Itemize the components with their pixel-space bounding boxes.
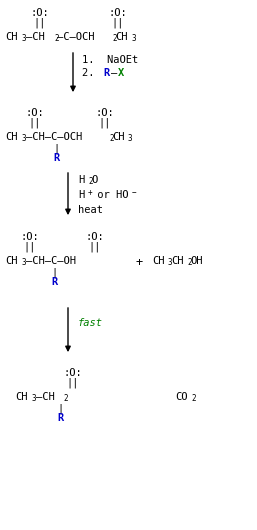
Text: R: R [103, 68, 109, 78]
Text: ||: || [112, 18, 124, 29]
Text: +: + [135, 256, 142, 269]
Text: —C—OCH: —C—OCH [57, 32, 95, 42]
Text: :O:: :O: [96, 108, 114, 118]
Text: :O:: :O: [26, 108, 44, 118]
Text: CH: CH [152, 256, 164, 266]
Text: ||: || [34, 18, 46, 29]
Text: –: – [111, 68, 117, 78]
Text: :O:: :O: [86, 232, 104, 242]
Text: ||: || [29, 118, 41, 128]
Text: —CH—C—OH: —CH—C—OH [26, 256, 76, 266]
Text: 2: 2 [63, 394, 68, 403]
Text: X: X [118, 68, 124, 78]
Text: —CH—C—OCH: —CH—C—OCH [26, 132, 82, 142]
Text: :O:: :O: [64, 368, 82, 378]
Text: CH: CH [15, 392, 27, 402]
Text: ||: || [99, 118, 111, 128]
Text: 2: 2 [109, 134, 114, 143]
Text: O: O [91, 175, 97, 185]
Text: OH: OH [190, 256, 203, 266]
Text: 3: 3 [21, 34, 26, 43]
Text: :O:: :O: [21, 232, 39, 242]
Text: CH: CH [115, 32, 127, 42]
Text: CO: CO [175, 392, 188, 402]
Text: ||: || [24, 242, 36, 252]
Text: —CH: —CH [36, 392, 55, 402]
Text: 3: 3 [168, 258, 173, 267]
Text: 2: 2 [191, 394, 196, 403]
Text: 1.  NaOEt: 1. NaOEt [82, 55, 138, 65]
Text: —CH: —CH [26, 32, 45, 42]
Text: 2: 2 [187, 258, 192, 267]
Text: or HO: or HO [91, 190, 128, 200]
Text: |: | [57, 403, 63, 413]
Text: 3: 3 [31, 394, 36, 403]
Text: CH: CH [5, 132, 17, 142]
Text: R: R [54, 153, 60, 163]
Text: +: + [88, 188, 93, 197]
Text: CH: CH [171, 256, 183, 266]
Text: 3: 3 [21, 134, 26, 143]
Text: 2: 2 [112, 34, 117, 43]
Text: ||: || [67, 378, 79, 388]
Text: H: H [78, 190, 84, 200]
Text: 2.: 2. [82, 68, 107, 78]
Text: 2: 2 [54, 34, 59, 43]
Text: 3: 3 [131, 34, 136, 43]
Text: 2: 2 [88, 177, 93, 186]
Text: |: | [52, 267, 58, 278]
Text: H: H [78, 175, 84, 185]
Text: |: | [54, 143, 60, 154]
Text: 3: 3 [21, 258, 26, 267]
Text: fast: fast [78, 318, 103, 328]
Text: R: R [52, 277, 58, 287]
Text: heat: heat [78, 205, 103, 215]
Text: :O:: :O: [109, 8, 127, 18]
Text: −: − [132, 188, 137, 197]
Text: CH: CH [112, 132, 124, 142]
Text: CH: CH [5, 256, 17, 266]
Text: CH: CH [5, 32, 17, 42]
Text: 3: 3 [128, 134, 133, 143]
Text: R: R [57, 413, 63, 423]
Text: :O:: :O: [31, 8, 49, 18]
Text: ||: || [89, 242, 101, 252]
